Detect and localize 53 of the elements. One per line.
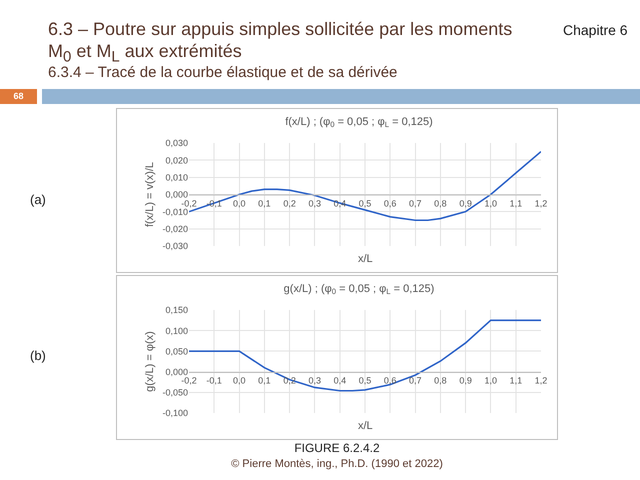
x-tick-label: 0,0: [233, 376, 246, 386]
y-tick-label: -0,010: [162, 206, 188, 217]
x-tick-label: 0,6: [384, 376, 396, 386]
caption: FIGURE 6.2.4.2: [293, 441, 381, 455]
x-tick-label: 1,1: [510, 376, 522, 386]
x-tick-label: 0,2: [283, 198, 296, 208]
x-tick-label: 1,0: [484, 376, 497, 386]
x-axis-title: x/L: [358, 420, 373, 432]
text: 6.3 – Poutre sur appuis simples sollicitée par les moments M$_{0}$ et M$_{L}$ aux extrémités: [48, 19, 512, 66]
y-tick-label: 0,010: [165, 172, 188, 182]
x-tick-label: 0,0: [233, 198, 246, 208]
y-tick-label: 0,100: [165, 326, 188, 336]
y-tick-label: 0,000: [165, 366, 188, 377]
y-axis-title: f(x/L) = v(x)/L: [144, 162, 156, 228]
x-tick-label: 0,5: [358, 376, 372, 386]
x-tick-label: 0,3: [308, 198, 321, 208]
x-tick-label: 0,6: [384, 198, 396, 208]
x-tick-label: 0,8: [434, 198, 447, 208]
x-tick-label: -0,2: [181, 198, 197, 208]
x-tick-label: 0,9: [459, 376, 472, 386]
y-tick-label: 0,000: [165, 190, 188, 200]
y-tick-label: 0,030: [165, 138, 188, 148]
x-tick-label: 0,8: [434, 376, 447, 386]
y-tick-label: 0,050: [165, 346, 188, 356]
x-tick-label: 0,4: [334, 376, 346, 386]
x-tick-label: 0,7: [409, 376, 422, 386]
x-tick-label: 1,2: [534, 198, 548, 208]
y-tick-label: 0,020: [165, 155, 188, 166]
text: (a): [30, 192, 46, 207]
x-tick-label: 0,1: [258, 376, 271, 386]
x-tick-label: 0,3: [308, 376, 321, 386]
chart-title: g(x/L) ; (φ$_{0}$ = 0,05 ; φ$_{L}$ = 0,125): [284, 282, 434, 296]
text: © Pierre Montès, ing., Ph.D. (1990 et 2022): [230, 458, 444, 470]
x-tick-label: 1,1: [510, 198, 522, 208]
y-axis-title: g(x/L) = φ(x): [144, 331, 156, 392]
x-tick-label: 0,5: [358, 198, 372, 208]
y-tick-label: -0,050: [162, 388, 188, 398]
x-tick-label: 1,2: [534, 376, 548, 386]
y-tick-label: -0,030: [162, 241, 188, 252]
text: Chapitre 6: [563, 22, 628, 38]
x-axis-title: x/L: [358, 253, 373, 265]
y-tick-label: -0,020: [162, 224, 188, 234]
x-tick-label: -0,2: [181, 376, 197, 386]
y-tick-label: -0,100: [162, 408, 188, 418]
x-tick-label: 0,1: [258, 198, 271, 208]
x-tick-label: 0,7: [409, 198, 422, 208]
text: 6.3.4 – Tracé de la courbe élastique et de sa dérivée: [48, 64, 398, 81]
chart-title: f(x/L) ; (φ$_{0}$ = 0,05 ; φ$_{L}$ = 0,125): [285, 116, 433, 130]
y-tick-label: 0,150: [165, 305, 188, 316]
text: (b): [30, 348, 46, 363]
x-tick-label: -0,1: [206, 376, 222, 386]
x-tick-label: 1,0: [484, 198, 497, 208]
x-tick-label: 0,9: [459, 198, 472, 208]
